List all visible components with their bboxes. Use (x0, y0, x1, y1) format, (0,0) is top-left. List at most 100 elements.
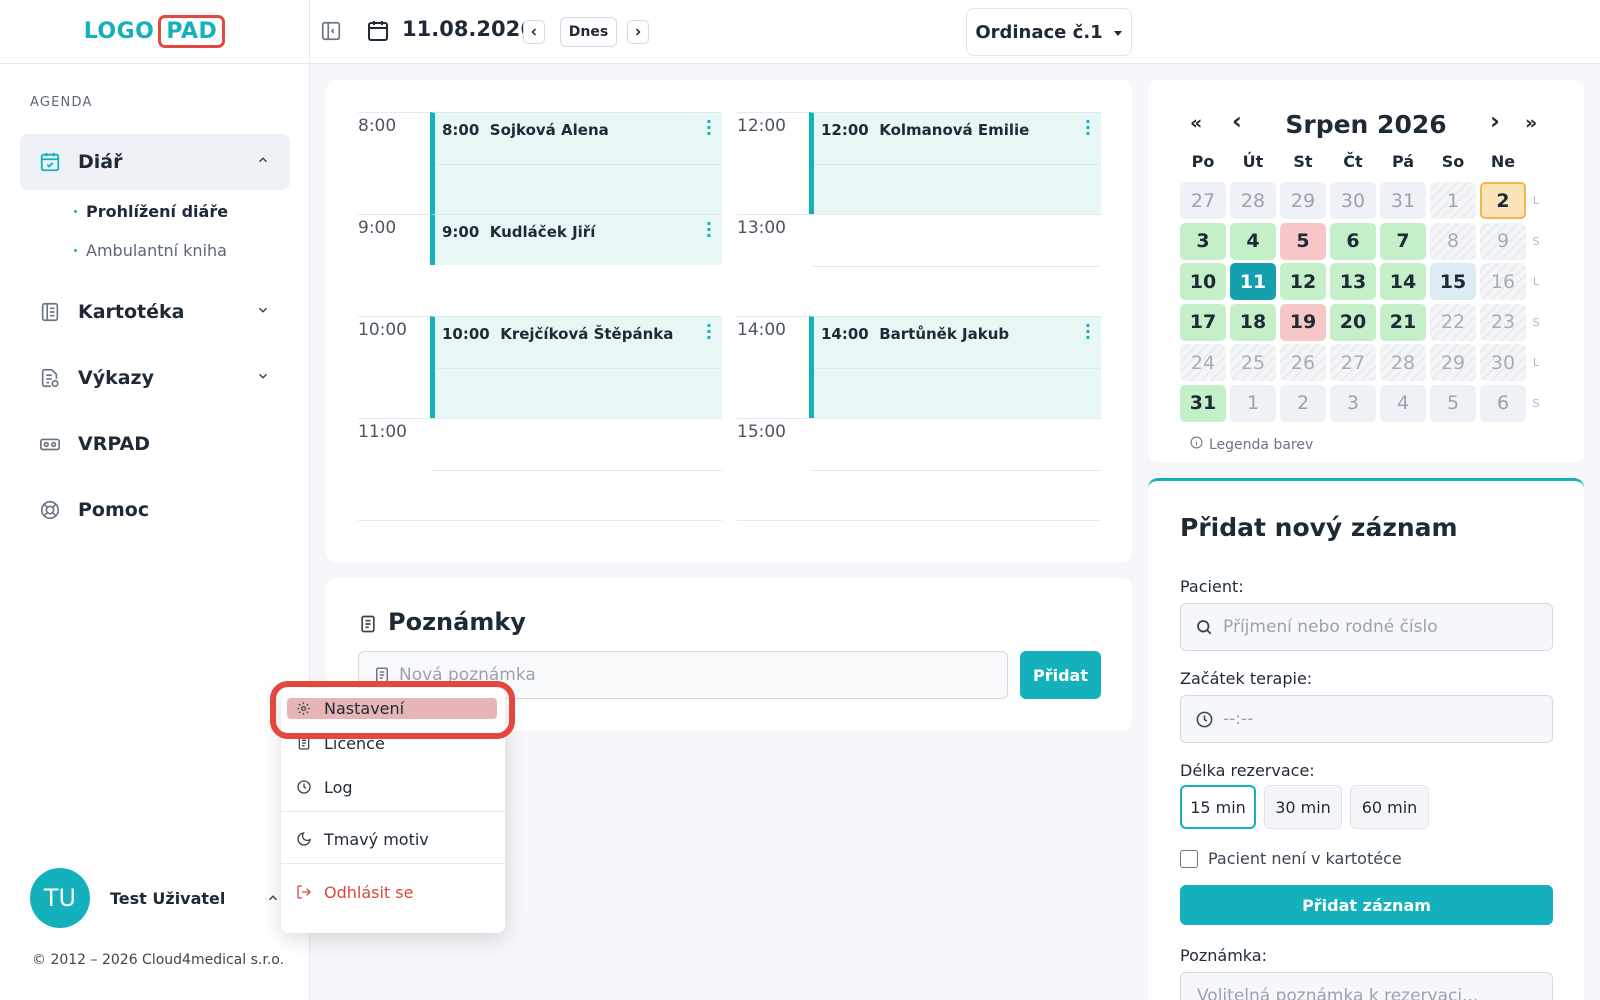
sidebar-item-kartoteka[interactable]: Kartotéka (20, 284, 290, 340)
not-in-records-checkbox[interactable] (1180, 849, 1198, 868)
duration-15-button[interactable]: 15 min (1180, 785, 1256, 829)
add-note-button[interactable]: Přidat (1020, 651, 1101, 699)
calendar-day-red[interactable]: 5 (1280, 222, 1326, 260)
more-vertical-icon[interactable]: · · · (1084, 112, 1091, 143)
sidebar-item-diar[interactable]: Diář (20, 134, 290, 190)
calendar-day-hatch[interactable]: 28 (1380, 344, 1426, 381)
chevron-down-icon[interactable] (256, 368, 270, 387)
menu-item-logout[interactable]: Odhlásit se (281, 873, 505, 911)
calendar-day-sel[interactable]: 11 (1230, 263, 1276, 300)
not-in-records-checkbox-row[interactable]: Pacient není v kartotéce (1180, 849, 1402, 868)
menu-item-dark-theme[interactable]: Tmavý motiv (281, 820, 505, 858)
menu-item-log[interactable]: Log (281, 768, 505, 806)
appointment-card[interactable]: 10:00 Krejčíková Štěpánka · · · (430, 316, 722, 418)
calendar-day-hatch[interactable]: 24 (1180, 344, 1226, 381)
calendar-day-out[interactable]: 5 (1430, 384, 1476, 422)
calendar-day-hatch[interactable]: 8 (1430, 222, 1476, 260)
clock-icon (296, 779, 312, 799)
next-day-button[interactable] (627, 20, 649, 44)
appointment-card[interactable]: 14:00 Bartůněk Jakub · · · (809, 316, 1101, 418)
calendar-day-hatch[interactable]: 22 (1430, 303, 1476, 341)
calendar-day-green[interactable]: 17 (1180, 303, 1226, 341)
calendar-day-hatch[interactable]: 16 (1480, 263, 1526, 300)
next-month-button[interactable]: › (1490, 107, 1500, 135)
calendar-day-hatch[interactable]: 25 (1230, 344, 1276, 381)
duration-60-button[interactable]: 60 min (1350, 785, 1429, 829)
calendar-day-out[interactable]: 30 (1330, 182, 1376, 219)
calendar-day-green[interactable]: 18 (1230, 303, 1276, 341)
today-button[interactable]: Dnes (560, 17, 617, 47)
more-vertical-icon[interactable]: · · · (1084, 316, 1091, 347)
more-vertical-icon[interactable]: · · · (705, 112, 712, 143)
calendar-day-out[interactable]: 28 (1230, 182, 1276, 219)
calendar-day-hatch[interactable]: 27 (1330, 344, 1376, 381)
logo[interactable]: LOGO PAD (0, 0, 309, 64)
calendar-day-green[interactable]: 21 (1380, 303, 1426, 341)
subitem-ambulantni-kniha[interactable]: Ambulantní kniha (74, 241, 227, 260)
sidebar-item-label: Pomoc (78, 499, 150, 521)
current-date[interactable]: 11.08.2026 (402, 17, 535, 41)
calendar-day-today[interactable]: 2 (1480, 182, 1526, 219)
week-parity-marker: L (1532, 194, 1540, 207)
calendar-day-green[interactable]: 12 (1280, 263, 1326, 300)
calendar-day-out[interactable]: 29 (1280, 182, 1326, 219)
calendar-day-green[interactable]: 10 (1180, 263, 1226, 300)
calendar-day-out[interactable]: 1 (1230, 384, 1276, 422)
subitem-prohlizeni-diare[interactable]: Prohlížení diáře (74, 202, 228, 221)
sidebar-item-vrpad[interactable]: VRPAD (20, 416, 290, 472)
calendar-day-green[interactable]: 14 (1380, 263, 1426, 300)
calendar-day-out[interactable]: 31 (1380, 182, 1426, 219)
calendar-day-out[interactable]: 4 (1380, 384, 1426, 422)
calendar-day-hatch[interactable]: 29 (1430, 344, 1476, 381)
sidebar-item-label: VRPAD (78, 433, 150, 455)
calendar-day-green[interactable]: 4 (1230, 222, 1276, 260)
user-menu-trigger[interactable]: TU Test Uživatel (30, 868, 280, 928)
calendar-day-green[interactable]: 31 (1180, 384, 1226, 422)
chevron-up-icon[interactable] (266, 890, 280, 909)
previous-day-button[interactable] (523, 20, 545, 44)
calendar-day-out[interactable]: 27 (1180, 182, 1226, 219)
reservation-note-input[interactable]: Volitelná poznámka k rezervaci... (1180, 972, 1553, 1000)
menu-item-settings[interactable]: Nastavení (287, 698, 497, 719)
calendar-day-out[interactable]: 2 (1280, 384, 1326, 422)
calendar-day-hatch[interactable]: 26 (1280, 344, 1326, 381)
calendar-day-green[interactable]: 13 (1330, 263, 1376, 300)
duration-30-button[interactable]: 30 min (1264, 785, 1342, 829)
calendar-day-wkout[interactable]: 1 (1430, 182, 1476, 219)
calendar-day-out[interactable]: 6 (1480, 384, 1526, 422)
chevron-down-icon[interactable] (256, 302, 270, 321)
hour-line (737, 214, 1101, 215)
sidebar-item-vykazy[interactable]: Výkazy (20, 350, 290, 406)
calendar-day-hatch[interactable]: 9 (1480, 222, 1526, 260)
search-icon (1195, 618, 1213, 641)
appointment-card[interactable]: 12:00 Kolmanová Emilie · · · (809, 112, 1101, 214)
more-vertical-icon[interactable]: · · · (705, 316, 712, 347)
calendar-day-hatch[interactable]: 23 (1480, 303, 1526, 341)
color-legend-link[interactable]: Legenda barev (1190, 436, 1313, 453)
calendar-day-blue[interactable]: 15 (1430, 263, 1476, 300)
office-select[interactable]: Ordinace č.1 (966, 8, 1132, 56)
calendar-day-green[interactable]: 6 (1330, 222, 1376, 260)
menu-divider (281, 811, 505, 812)
appointment-card[interactable]: 9:00 Kudláček Jiří · · · (430, 214, 722, 265)
more-vertical-icon[interactable]: · · · (705, 214, 712, 245)
calendar-icon[interactable] (366, 19, 390, 47)
previous-month-button[interactable]: ‹ (1232, 107, 1242, 135)
calendar-day-hatch[interactable]: 30 (1480, 344, 1526, 381)
patient-search-input[interactable]: Příjmení nebo rodné číslo (1180, 603, 1553, 651)
start-time-input[interactable]: --:-- (1180, 695, 1553, 743)
half-hour-line (814, 164, 1101, 165)
calendar-day-out[interactable]: 3 (1330, 384, 1376, 422)
appointment-card[interactable]: 8:00 Sojková Alena · · · (430, 112, 722, 214)
sidebar-item-pomoc[interactable]: Pomoc (20, 482, 290, 538)
calendar-day-green[interactable]: 20 (1330, 303, 1376, 341)
add-record-button[interactable]: Přidat záznam (1180, 885, 1553, 925)
chevron-up-icon[interactable] (256, 152, 270, 171)
previous-year-button[interactable]: « (1190, 112, 1203, 134)
sidebar-toggle-icon[interactable] (320, 20, 342, 46)
next-year-button[interactable]: » (1525, 112, 1538, 134)
calendar-day-green[interactable]: 7 (1380, 222, 1426, 260)
calendar-day-green[interactable]: 3 (1180, 222, 1226, 260)
topbar: 11.08.2026 Dnes Ordinace č.1 (310, 0, 1600, 64)
calendar-day-red[interactable]: 19 (1280, 303, 1326, 341)
